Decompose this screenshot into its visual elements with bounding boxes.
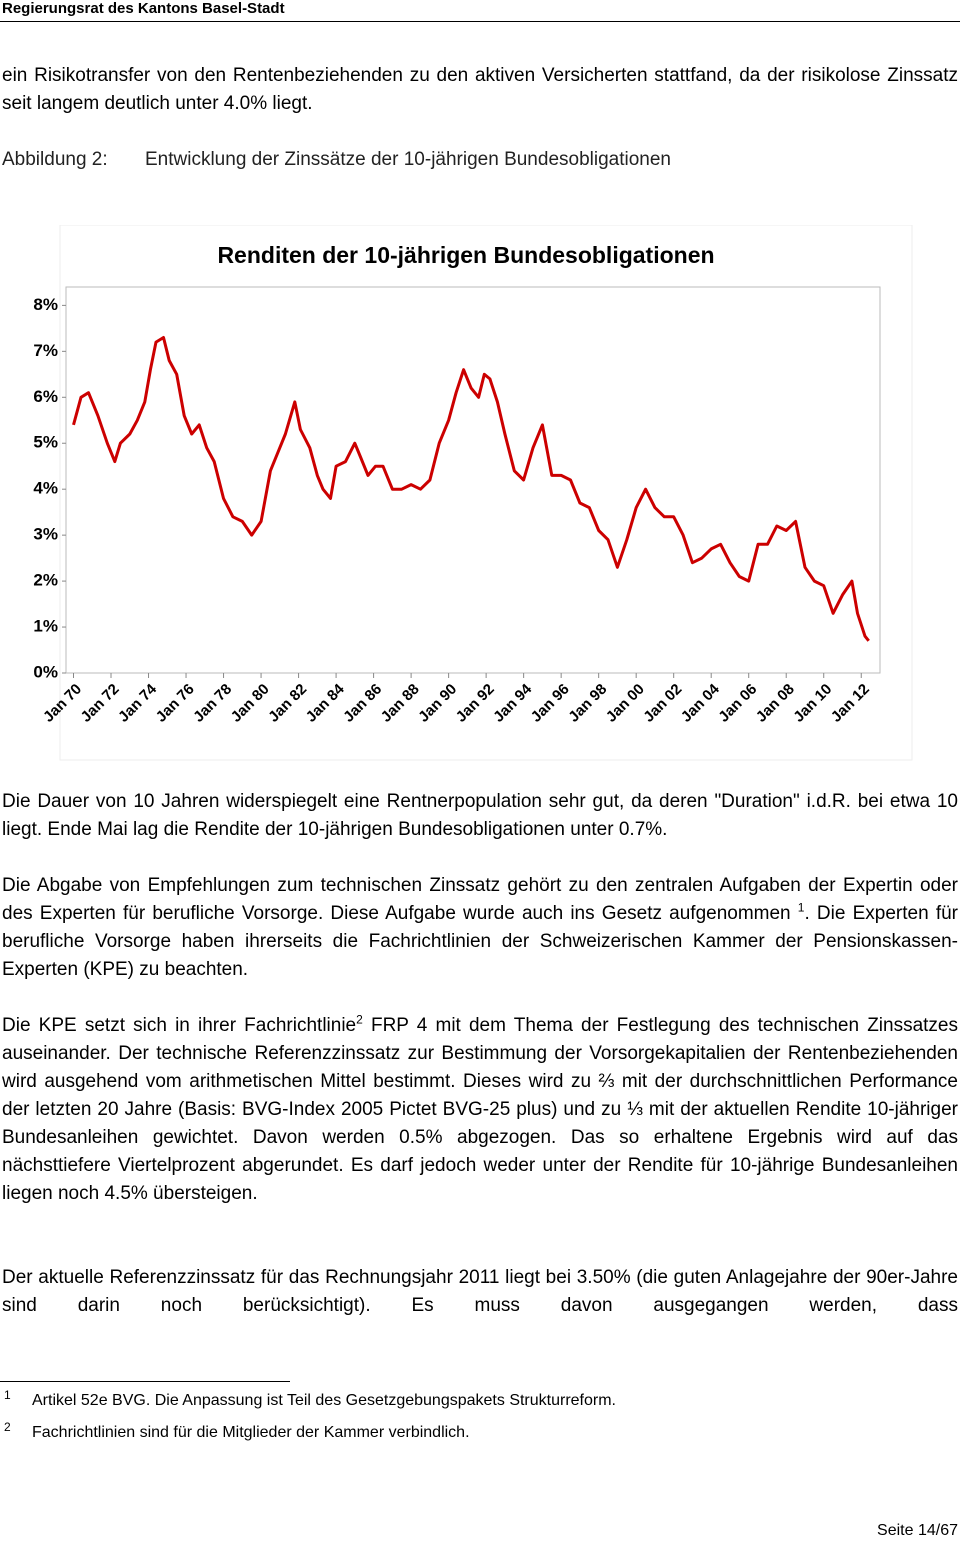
- y-tick-label: 1%: [33, 617, 58, 636]
- y-tick-label: 8%: [33, 295, 58, 314]
- y-tick-label: 6%: [33, 387, 58, 406]
- chart-frame: [59, 225, 913, 761]
- paragraph: Die Dauer von 10 Jahren widerspiegelt ei…: [2, 788, 958, 844]
- page-number: Seite 14/67: [877, 1522, 958, 1539]
- figure-caption: Entwicklung der Zinssätze der 10-jährige…: [145, 149, 671, 170]
- paragraph-text: Die KPE setzt sich in ihrer Fachrichtlin…: [2, 1015, 357, 1036]
- paragraph-text: Die Dauer von 10 Jahren widerspiegelt ei…: [2, 791, 958, 840]
- paragraph: Der aktuelle Referenzzinssatz für das Re…: [2, 1264, 958, 1320]
- footnote-ref: 1: [797, 900, 805, 915]
- y-tick-label: 0%: [33, 662, 58, 681]
- header-title: Regierungsrat des Kantons Basel-Stadt: [2, 0, 285, 17]
- paragraph-text: FRP 4 mit dem Thema der Festlegung des t…: [2, 1015, 959, 1204]
- y-tick-label: 5%: [33, 433, 58, 452]
- footnote-rule: [0, 1381, 290, 1382]
- figure-label: Abbildung 2:: [2, 149, 108, 170]
- y-tick-label: 7%: [33, 341, 58, 360]
- footnote-number: 1: [4, 1388, 11, 1402]
- data-line: [72, 336, 870, 642]
- footnote-text: Fachrichtlinien sind für die Mitglieder …: [32, 1424, 470, 1441]
- footnote-text: Artikel 52e BVG. Die Anpassung ist Teil …: [32, 1392, 616, 1409]
- paragraph-text: . Die Experten für berufliche Vorsorge h…: [2, 903, 958, 980]
- chart-title: Renditen der 10-jährigen Bundesobligatio…: [217, 242, 714, 268]
- chart: Renditen der 10-jährigen Bundesobligatio…: [33, 225, 913, 761]
- footnote-number: 2: [4, 1420, 11, 1434]
- y-tick-label: 4%: [33, 479, 58, 498]
- paragraph: Die KPE setzt sich in ihrer Fachrichtlin…: [2, 1012, 958, 1208]
- plot-frame: [65, 286, 881, 674]
- y-tick-label: 3%: [33, 525, 58, 544]
- paragraph: ein Risikotransfer von den Rentenbeziehe…: [2, 62, 958, 118]
- paragraph: Die Abgabe von Empfehlungen zum technisc…: [2, 872, 958, 984]
- paragraph-text: Der aktuelle Referenzzinssatz für das Re…: [2, 1267, 958, 1316]
- header-rule: [0, 21, 960, 22]
- paragraph-text: Die Abgabe von Empfehlungen zum technisc…: [2, 875, 958, 924]
- y-tick-label: 2%: [33, 571, 58, 590]
- footnote-ref: 2: [356, 1012, 363, 1027]
- paragraph-text: ein Risikotransfer von den Rentenbeziehe…: [2, 65, 958, 114]
